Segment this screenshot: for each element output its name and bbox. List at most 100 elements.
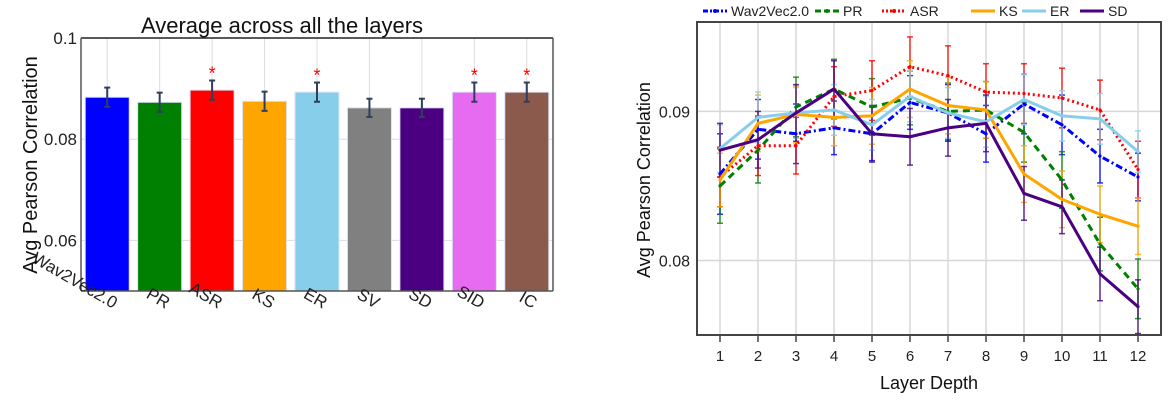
error-bar [209,79,216,101]
x-axis-label: Layer Depth [880,373,978,393]
point-asr [756,144,760,148]
point-asr [870,88,874,93]
point-sd [908,135,912,139]
y-tick-labels: 0.06 0.08 0.1 [44,29,77,250]
error-bar [314,81,320,103]
point-sd [794,111,798,115]
point-wav2vec20 [1136,175,1140,179]
point-wav2vec20 [984,132,988,136]
legend-marker [825,9,829,13]
point-ks [718,178,722,182]
plot-area [697,22,1161,335]
significance-star: * [313,66,320,86]
x-tick-label: 2 [754,348,762,365]
line-er [719,95,1139,153]
plot-frame [696,21,1162,336]
point-wav2vec20 [908,100,912,105]
point-wav2vec20 [1060,123,1064,127]
legend-marker [892,9,896,13]
point-asr [1060,96,1064,100]
error-bar [418,97,425,118]
point-asr [1136,167,1140,172]
bar-sid [451,91,497,292]
point-er [1022,97,1026,102]
point-er [756,115,760,119]
x-tick-label: 9 [1020,348,1028,365]
legend-label: Wav2Vec2.0 [731,3,809,19]
y-tick-label: 0.09 [659,104,690,121]
bars [84,89,550,292]
point-sd [870,132,874,136]
point-asr [1098,108,1102,112]
point-pr [1098,242,1102,246]
error-bar [523,81,530,103]
legend-label: ER [1050,3,1069,19]
point-wav2vec20 [1098,154,1102,158]
point-ks [1022,172,1026,176]
point-wav2vec20 [756,127,760,131]
point-pr [1022,130,1026,134]
point-asr [984,90,988,94]
line-wav2vec20 [718,100,1139,179]
y-tick-label: 0.06 [44,231,77,250]
y-axis-label: Avg Pearson Correlation [634,82,654,278]
x-tick-label: 3 [792,348,800,365]
legend-item: Wav2Vec2.0 [703,3,809,19]
significance-star: * [523,66,530,86]
legend-item: KS [971,3,1018,19]
point-ks [870,114,874,118]
point-sd [832,87,836,91]
point-er [1136,150,1140,154]
point-pr [1060,178,1064,182]
y-axis-label: Avg Pearson Correlation [20,56,42,274]
point-asr [794,144,798,148]
x-tick-labels: 1 2 3 4 5 6 7 8 9 10 11 12 [716,335,1146,365]
point-wav2vec20 [832,126,836,130]
point-er [870,123,874,127]
error-bar [156,91,163,113]
y-tick-label: 0.08 [44,130,77,149]
point-ks [1060,197,1064,201]
line-sd [719,87,1139,308]
bar-er [294,91,340,292]
x-tick-label: 5 [868,348,876,365]
y-tick-label: 0.08 [659,253,690,270]
point-asr [832,94,836,99]
significance-star: * [209,64,216,84]
point-er [946,111,950,115]
point-sd [756,138,760,142]
significance-markers: * * * * [209,64,531,86]
point-ks [832,115,836,119]
legend: Wav2Vec2.0 PR ASR KS ER SD [703,3,1127,19]
point-ks [1098,212,1102,216]
point-pr [794,105,798,109]
point-pr [718,184,722,188]
point-ks [984,108,988,112]
bar-wav2vec20 [84,96,130,292]
point-sd [1060,205,1064,209]
point-er [832,108,836,112]
x-tick-label: 1 [716,348,724,365]
significance-star: * [471,66,478,86]
bar-asr [189,89,235,292]
legend-item: ER [1022,3,1069,19]
legend-label: PR [843,3,862,19]
point-wav2vec20 [718,172,722,176]
point-sd [1136,305,1140,309]
point-ks [756,121,760,125]
legend-label: KS [999,3,1018,19]
point-pr [1136,287,1140,291]
error-bar [104,86,111,108]
point-sd [946,126,950,130]
point-asr [908,65,912,69]
point-sd [1022,191,1026,196]
legend-item: ASR [882,3,939,19]
bar-chart: Average across all the layers * * * * 0.060… [20,13,554,313]
error-bar [261,90,268,112]
x-tick-label: 7 [944,348,952,365]
point-wav2vec20 [1022,102,1026,106]
legend-item: PR [815,3,862,19]
bar-ic [504,91,550,292]
bar-ks [242,100,288,292]
